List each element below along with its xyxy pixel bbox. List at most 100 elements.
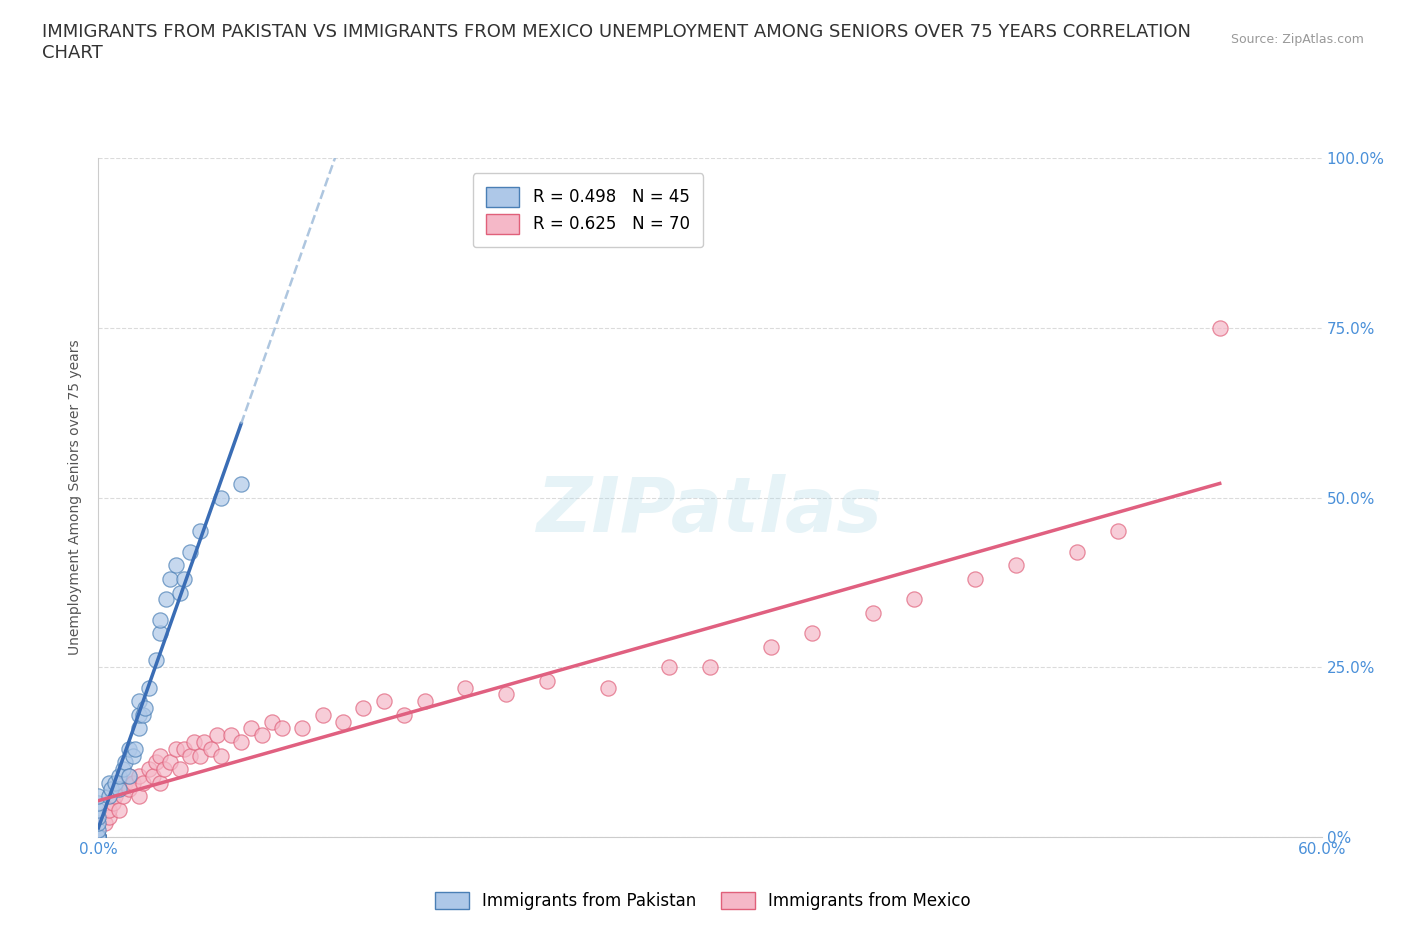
Point xyxy=(312,708,335,723)
Point xyxy=(260,714,283,729)
Point xyxy=(87,830,110,844)
Point xyxy=(165,558,187,573)
Point xyxy=(373,694,395,709)
Point xyxy=(97,809,120,824)
Point xyxy=(124,741,146,756)
Point xyxy=(122,776,145,790)
Point xyxy=(149,626,172,641)
Point xyxy=(87,830,110,844)
Point xyxy=(173,572,195,587)
Text: ZIPatlas: ZIPatlas xyxy=(537,474,883,548)
Point xyxy=(173,741,195,756)
Point xyxy=(87,816,110,830)
Point xyxy=(87,830,110,844)
Point xyxy=(87,809,110,824)
Point xyxy=(114,776,136,790)
Point xyxy=(413,694,436,709)
Point xyxy=(111,762,134,777)
Point xyxy=(1004,558,1026,573)
Point xyxy=(193,735,215,750)
Point xyxy=(87,830,110,844)
Point xyxy=(352,700,374,715)
Point xyxy=(392,708,416,723)
Point xyxy=(87,830,110,844)
Point xyxy=(250,727,273,742)
Point xyxy=(87,830,110,844)
Point xyxy=(291,721,314,736)
Point xyxy=(128,721,150,736)
Point xyxy=(134,700,156,715)
Point xyxy=(93,816,115,830)
Point xyxy=(658,660,681,675)
Point xyxy=(699,660,721,675)
Text: Source: ZipAtlas.com: Source: ZipAtlas.com xyxy=(1230,33,1364,46)
Legend: Immigrants from Pakistan, Immigrants from Mexico: Immigrants from Pakistan, Immigrants fro… xyxy=(429,885,977,917)
Point xyxy=(118,782,141,797)
Point xyxy=(209,490,232,505)
Point xyxy=(159,755,181,770)
Point xyxy=(104,776,127,790)
Point xyxy=(965,572,987,587)
Point xyxy=(87,789,110,804)
Point xyxy=(114,755,136,770)
Point xyxy=(149,612,172,627)
Point xyxy=(87,830,110,844)
Text: IMMIGRANTS FROM PAKISTAN VS IMMIGRANTS FROM MEXICO UNEMPLOYMENT AMONG SENIORS OV: IMMIGRANTS FROM PAKISTAN VS IMMIGRANTS F… xyxy=(42,23,1191,62)
Point xyxy=(495,687,517,702)
Point xyxy=(200,741,222,756)
Point xyxy=(87,830,110,844)
Point xyxy=(108,768,131,783)
Point xyxy=(536,673,558,688)
Point xyxy=(128,789,150,804)
Point xyxy=(101,796,124,811)
Y-axis label: Unemployment Among Seniors over 75 years: Unemployment Among Seniors over 75 years xyxy=(69,339,83,656)
Point xyxy=(128,708,150,723)
Point xyxy=(179,748,201,763)
Point xyxy=(155,592,177,607)
Point xyxy=(100,782,122,797)
Point xyxy=(231,735,253,750)
Point xyxy=(169,762,191,777)
Point xyxy=(205,727,228,742)
Point xyxy=(87,830,110,844)
Point xyxy=(149,776,172,790)
Point xyxy=(87,830,110,844)
Point xyxy=(87,830,110,844)
Point xyxy=(454,680,477,695)
Point xyxy=(138,680,160,695)
Point xyxy=(231,476,253,491)
Point xyxy=(87,830,110,844)
Point xyxy=(219,727,242,742)
Point xyxy=(142,768,165,783)
Point xyxy=(145,755,167,770)
Point xyxy=(332,714,354,729)
Point xyxy=(598,680,620,695)
Point xyxy=(87,830,110,844)
Point xyxy=(188,748,212,763)
Point xyxy=(97,803,120,817)
Point xyxy=(97,776,120,790)
Point xyxy=(122,748,145,763)
Point xyxy=(1107,525,1129,539)
Point xyxy=(145,653,167,668)
Point xyxy=(87,830,110,844)
Point xyxy=(118,768,141,783)
Point xyxy=(104,789,127,804)
Point xyxy=(132,776,155,790)
Point xyxy=(118,768,141,783)
Point xyxy=(240,721,263,736)
Point xyxy=(270,721,294,736)
Point xyxy=(165,741,187,756)
Point xyxy=(138,762,160,777)
Point xyxy=(761,640,783,655)
Point xyxy=(188,525,212,539)
Legend: R = 0.498   N = 45, R = 0.625   N = 70: R = 0.498 N = 45, R = 0.625 N = 70 xyxy=(472,173,703,247)
Point xyxy=(179,544,201,559)
Point xyxy=(183,735,205,750)
Point xyxy=(903,592,925,607)
Point xyxy=(87,803,110,817)
Point xyxy=(209,748,232,763)
Point xyxy=(169,585,191,600)
Point xyxy=(1209,320,1232,336)
Point xyxy=(87,823,110,838)
